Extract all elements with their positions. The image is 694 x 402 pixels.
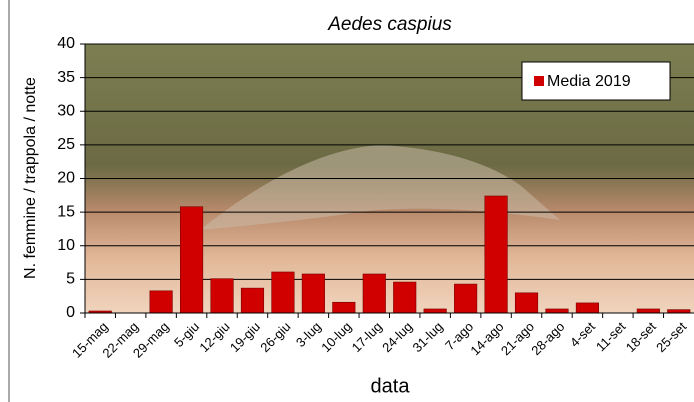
legend-label: Media 2019 xyxy=(547,73,631,90)
chart: Aedes caspius data N. femmine / trappola… xyxy=(0,0,694,402)
bar xyxy=(424,309,447,313)
x-tick-label: 11-set xyxy=(593,319,629,355)
bar xyxy=(393,282,416,313)
bar xyxy=(363,274,386,313)
x-tick-label: 10-lug xyxy=(318,319,354,355)
bar xyxy=(241,288,264,313)
y-tick-label: 0 xyxy=(66,304,75,321)
y-tick-label: 40 xyxy=(57,35,75,52)
bar xyxy=(272,272,295,313)
bar xyxy=(333,302,356,313)
y-tick-label: 30 xyxy=(57,102,75,119)
bar xyxy=(211,279,234,313)
bar xyxy=(637,309,660,313)
bar xyxy=(576,303,599,313)
bar xyxy=(180,207,203,313)
x-tick-label: 24-lug xyxy=(379,319,415,355)
legend-swatch xyxy=(534,76,544,86)
y-tick-label: 20 xyxy=(57,170,75,187)
x-tick-label: 25-set xyxy=(653,319,689,355)
x-axis-label: data xyxy=(371,375,411,397)
x-tick-label: 14-ago xyxy=(467,319,506,358)
x-tick-label: 17-lug xyxy=(349,319,385,355)
bar xyxy=(668,310,691,313)
chart-title: Aedes caspius xyxy=(327,14,452,35)
x-tick-label: 18-set xyxy=(623,319,659,355)
bar xyxy=(485,196,508,313)
y-tick-label: 35 xyxy=(57,69,75,86)
y-tick-label: 25 xyxy=(57,136,75,153)
y-tick-label: 15 xyxy=(57,203,75,220)
x-tick-label: 19-giu xyxy=(227,319,263,355)
x-tick-label: 21-ago xyxy=(498,319,537,358)
y-axis-label: N. femmine / trappola / notte xyxy=(22,77,39,279)
bar xyxy=(150,291,173,313)
bar xyxy=(515,293,538,313)
x-tick-label: 31-lug xyxy=(410,319,446,355)
x-tick-label: 12-giu xyxy=(196,319,232,355)
bar xyxy=(454,284,477,313)
y-tick-label: 10 xyxy=(57,237,75,254)
bar xyxy=(546,309,569,313)
bar xyxy=(302,274,325,313)
x-tick-label: 26-giu xyxy=(257,319,293,355)
x-tick-label: 28-ago xyxy=(528,319,567,358)
y-tick-label: 5 xyxy=(66,271,75,288)
